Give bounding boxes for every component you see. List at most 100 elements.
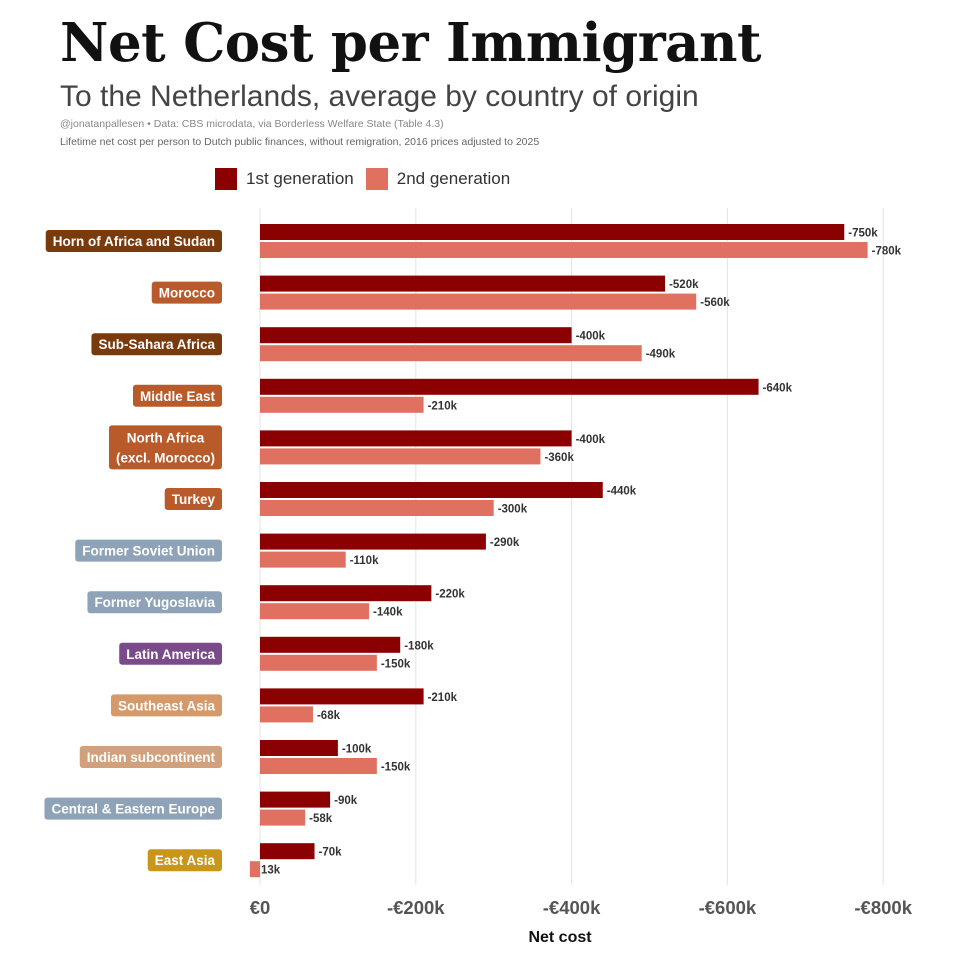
category-badge bbox=[151, 281, 222, 304]
legend-label-2nd-generation: 2nd generation bbox=[396, 169, 511, 188]
data-label: -210k bbox=[428, 692, 458, 704]
category-label: Horn of Africa and Sudan bbox=[53, 234, 215, 249]
bar-2nd-generation bbox=[260, 500, 494, 516]
bar-2nd-generation bbox=[260, 551, 346, 568]
category-badge bbox=[44, 797, 222, 820]
data-label: -150k bbox=[381, 762, 411, 774]
category-label: Turkey bbox=[172, 492, 216, 507]
x-axis-title: Net cost bbox=[528, 929, 592, 946]
data-label: -140k bbox=[373, 607, 403, 619]
data-label: -400k bbox=[576, 331, 606, 343]
bar-1st-generation bbox=[260, 275, 666, 292]
legend: 1st generation 2nd generation bbox=[215, 168, 522, 190]
category-label: East Asia bbox=[155, 853, 216, 868]
data-label: -490k bbox=[646, 349, 676, 361]
category-label: Morocco bbox=[159, 286, 215, 301]
category-labels: Horn of Africa and Sudan Morocco Sub-Sahar… bbox=[44, 230, 222, 872]
data-label: -780k bbox=[872, 246, 902, 258]
data-label: -290k bbox=[490, 537, 520, 549]
data-label: -110k bbox=[350, 555, 379, 567]
data-label: -400k bbox=[576, 434, 606, 446]
data-label: -100k bbox=[342, 744, 372, 756]
bar-2nd-generation bbox=[260, 758, 377, 774]
chart-subtitle: To the Netherlands, average by country o… bbox=[60, 80, 699, 113]
bar-1st-generation bbox=[260, 791, 331, 808]
x-tick-label: -€800k bbox=[854, 897, 912, 918]
category-badge bbox=[132, 384, 222, 407]
bar-1st-generation bbox=[260, 843, 315, 860]
bar-2nd-generation bbox=[260, 293, 697, 310]
bar-1st-generation bbox=[260, 636, 401, 653]
data-label: -90k bbox=[334, 795, 358, 807]
bar-1st-generation bbox=[260, 327, 572, 344]
bar-2nd-generation bbox=[260, 345, 642, 362]
legend-swatch-2nd-generation bbox=[365, 168, 388, 190]
category-label: Middle East bbox=[140, 389, 216, 404]
category-badge bbox=[79, 746, 222, 768]
x-tick-label: €0 bbox=[250, 897, 271, 918]
data-label: -750k bbox=[848, 228, 878, 240]
category-label: Former Yugoslavia bbox=[94, 595, 215, 610]
category-label: (excl. Morocco) bbox=[116, 450, 215, 465]
category-label: Latin America bbox=[126, 647, 215, 662]
category-badge bbox=[45, 230, 222, 252]
category-label: Former Soviet Union bbox=[82, 544, 215, 559]
bar-1st-generation bbox=[260, 740, 338, 756]
data-label: -150k bbox=[381, 658, 411, 670]
data-label: -210k bbox=[428, 400, 458, 412]
data-credit: @jonatanpallesen • Data: CBS microdata, … bbox=[60, 118, 444, 130]
bar-2nd-generation bbox=[260, 448, 541, 465]
bar-1st-generation bbox=[260, 378, 759, 395]
data-label: -640k bbox=[763, 382, 793, 394]
data-label: -180k bbox=[404, 640, 434, 652]
x-axis-ticks: €0 -€200k -€400k -€600k -€800k bbox=[250, 897, 913, 918]
bar-2nd-generation bbox=[260, 603, 370, 620]
x-tick-label: -€600k bbox=[699, 897, 757, 918]
data-label: -360k bbox=[544, 452, 574, 464]
bar-1st-generation bbox=[260, 585, 432, 602]
bar-2nd-generation bbox=[260, 706, 313, 723]
bar-2nd-generation bbox=[260, 396, 424, 413]
category-badge bbox=[108, 425, 222, 470]
category-label: Central & Eastern Europe bbox=[51, 802, 215, 817]
bar-1st-generation bbox=[260, 688, 424, 705]
x-tick-label: -€400k bbox=[543, 897, 601, 918]
category-label: Indian subcontinent bbox=[87, 750, 216, 765]
bar-1st-generation bbox=[260, 430, 572, 447]
category-label: Southeast Asia bbox=[118, 698, 216, 713]
bar-1st-generation bbox=[260, 224, 845, 240]
data-label: -440k bbox=[607, 486, 637, 498]
category-badge bbox=[164, 488, 222, 510]
category-badge bbox=[119, 642, 222, 665]
x-tick-label: -€200k bbox=[387, 897, 445, 918]
bar-2nd-generation bbox=[260, 242, 868, 258]
data-label: -68k bbox=[317, 710, 341, 722]
data-label: -70k bbox=[319, 847, 343, 859]
legend-label-1st-generation: 1st generation bbox=[246, 169, 354, 188]
chart-title: Net Cost per Immigrant bbox=[60, 12, 761, 74]
data-label: -300k bbox=[498, 504, 528, 516]
category-badge bbox=[87, 591, 222, 614]
bar-1st-generation bbox=[260, 482, 603, 498]
bar-1st-generation bbox=[260, 533, 486, 550]
data-label: -520k bbox=[669, 279, 699, 291]
bar-2nd-generation bbox=[249, 861, 260, 878]
category-badge bbox=[147, 849, 222, 872]
category-label: Sub-Sahara Africa bbox=[98, 337, 215, 352]
category-label: North Africa bbox=[127, 430, 205, 445]
legend-item-1st-generation: 1st generation bbox=[215, 168, 354, 190]
chart-note: Lifetime net cost per person to Dutch pu… bbox=[60, 136, 540, 148]
legend-item-2nd-generation: 2nd generation bbox=[365, 168, 511, 190]
legend-swatch-1st-generation bbox=[215, 168, 237, 190]
category-badge bbox=[75, 539, 222, 562]
bar-2nd-generation bbox=[260, 654, 377, 671]
data-label: -560k bbox=[700, 297, 730, 309]
data-label: 13k bbox=[261, 865, 281, 877]
data-label: -220k bbox=[435, 589, 465, 601]
data-label: -58k bbox=[309, 813, 333, 825]
bars: -750k -780k -520k-560k -400k -490k -640k -210k… bbox=[249, 224, 902, 878]
bar-2nd-generation bbox=[260, 809, 306, 826]
category-badge bbox=[110, 694, 222, 717]
category-badge bbox=[91, 333, 222, 356]
